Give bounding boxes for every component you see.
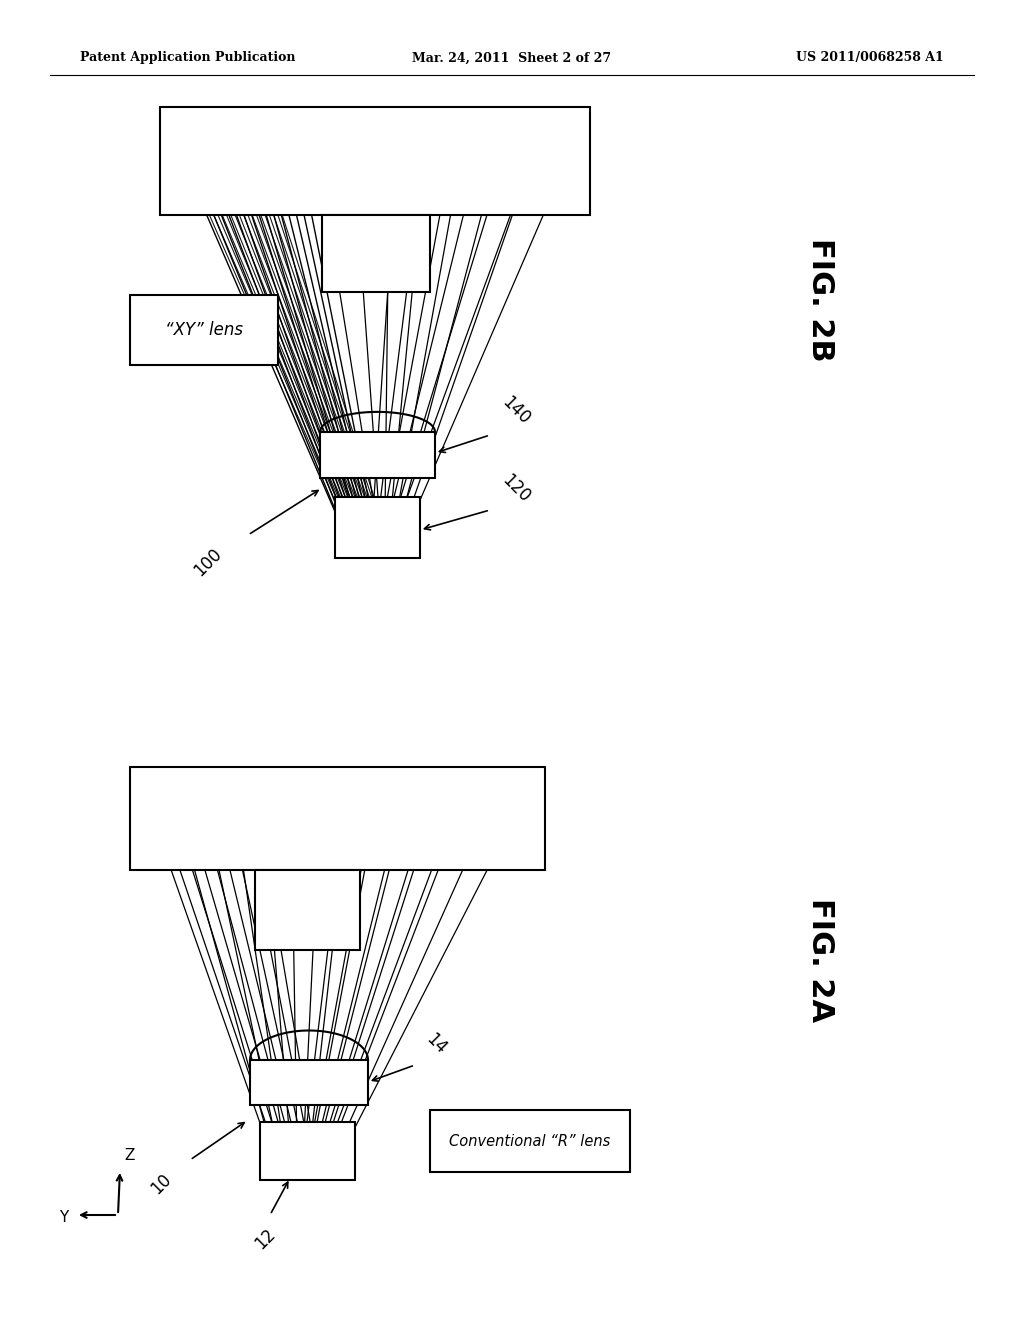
Bar [160, 107, 590, 215]
Bar [260, 1122, 355, 1180]
Bar [335, 498, 420, 558]
Bar [319, 432, 435, 478]
Text: “XY” lens: “XY” lens [165, 321, 243, 339]
Text: 100: 100 [189, 545, 225, 579]
Text: US 2011/0068258 A1: US 2011/0068258 A1 [797, 51, 944, 65]
Text: FIG. 2A: FIG. 2A [806, 898, 835, 1022]
Text: 14: 14 [422, 1031, 450, 1059]
Bar [322, 215, 430, 292]
Text: Y: Y [58, 1209, 68, 1225]
Text: Mar. 24, 2011  Sheet 2 of 27: Mar. 24, 2011 Sheet 2 of 27 [413, 51, 611, 65]
Text: Z: Z [124, 1148, 134, 1163]
Text: 10: 10 [147, 1170, 175, 1197]
Text: Patent Application Publication: Patent Application Publication [80, 51, 296, 65]
Text: Conventional “R” lens: Conventional “R” lens [450, 1134, 610, 1148]
Text: 140: 140 [498, 393, 534, 428]
Bar [130, 294, 278, 366]
Bar [255, 870, 360, 950]
Text: FIG. 2B: FIG. 2B [806, 238, 835, 362]
Text: 120: 120 [498, 471, 534, 506]
Bar [250, 1060, 368, 1105]
Bar [130, 767, 545, 870]
Text: 12: 12 [251, 1225, 279, 1253]
Bar [430, 1110, 630, 1172]
